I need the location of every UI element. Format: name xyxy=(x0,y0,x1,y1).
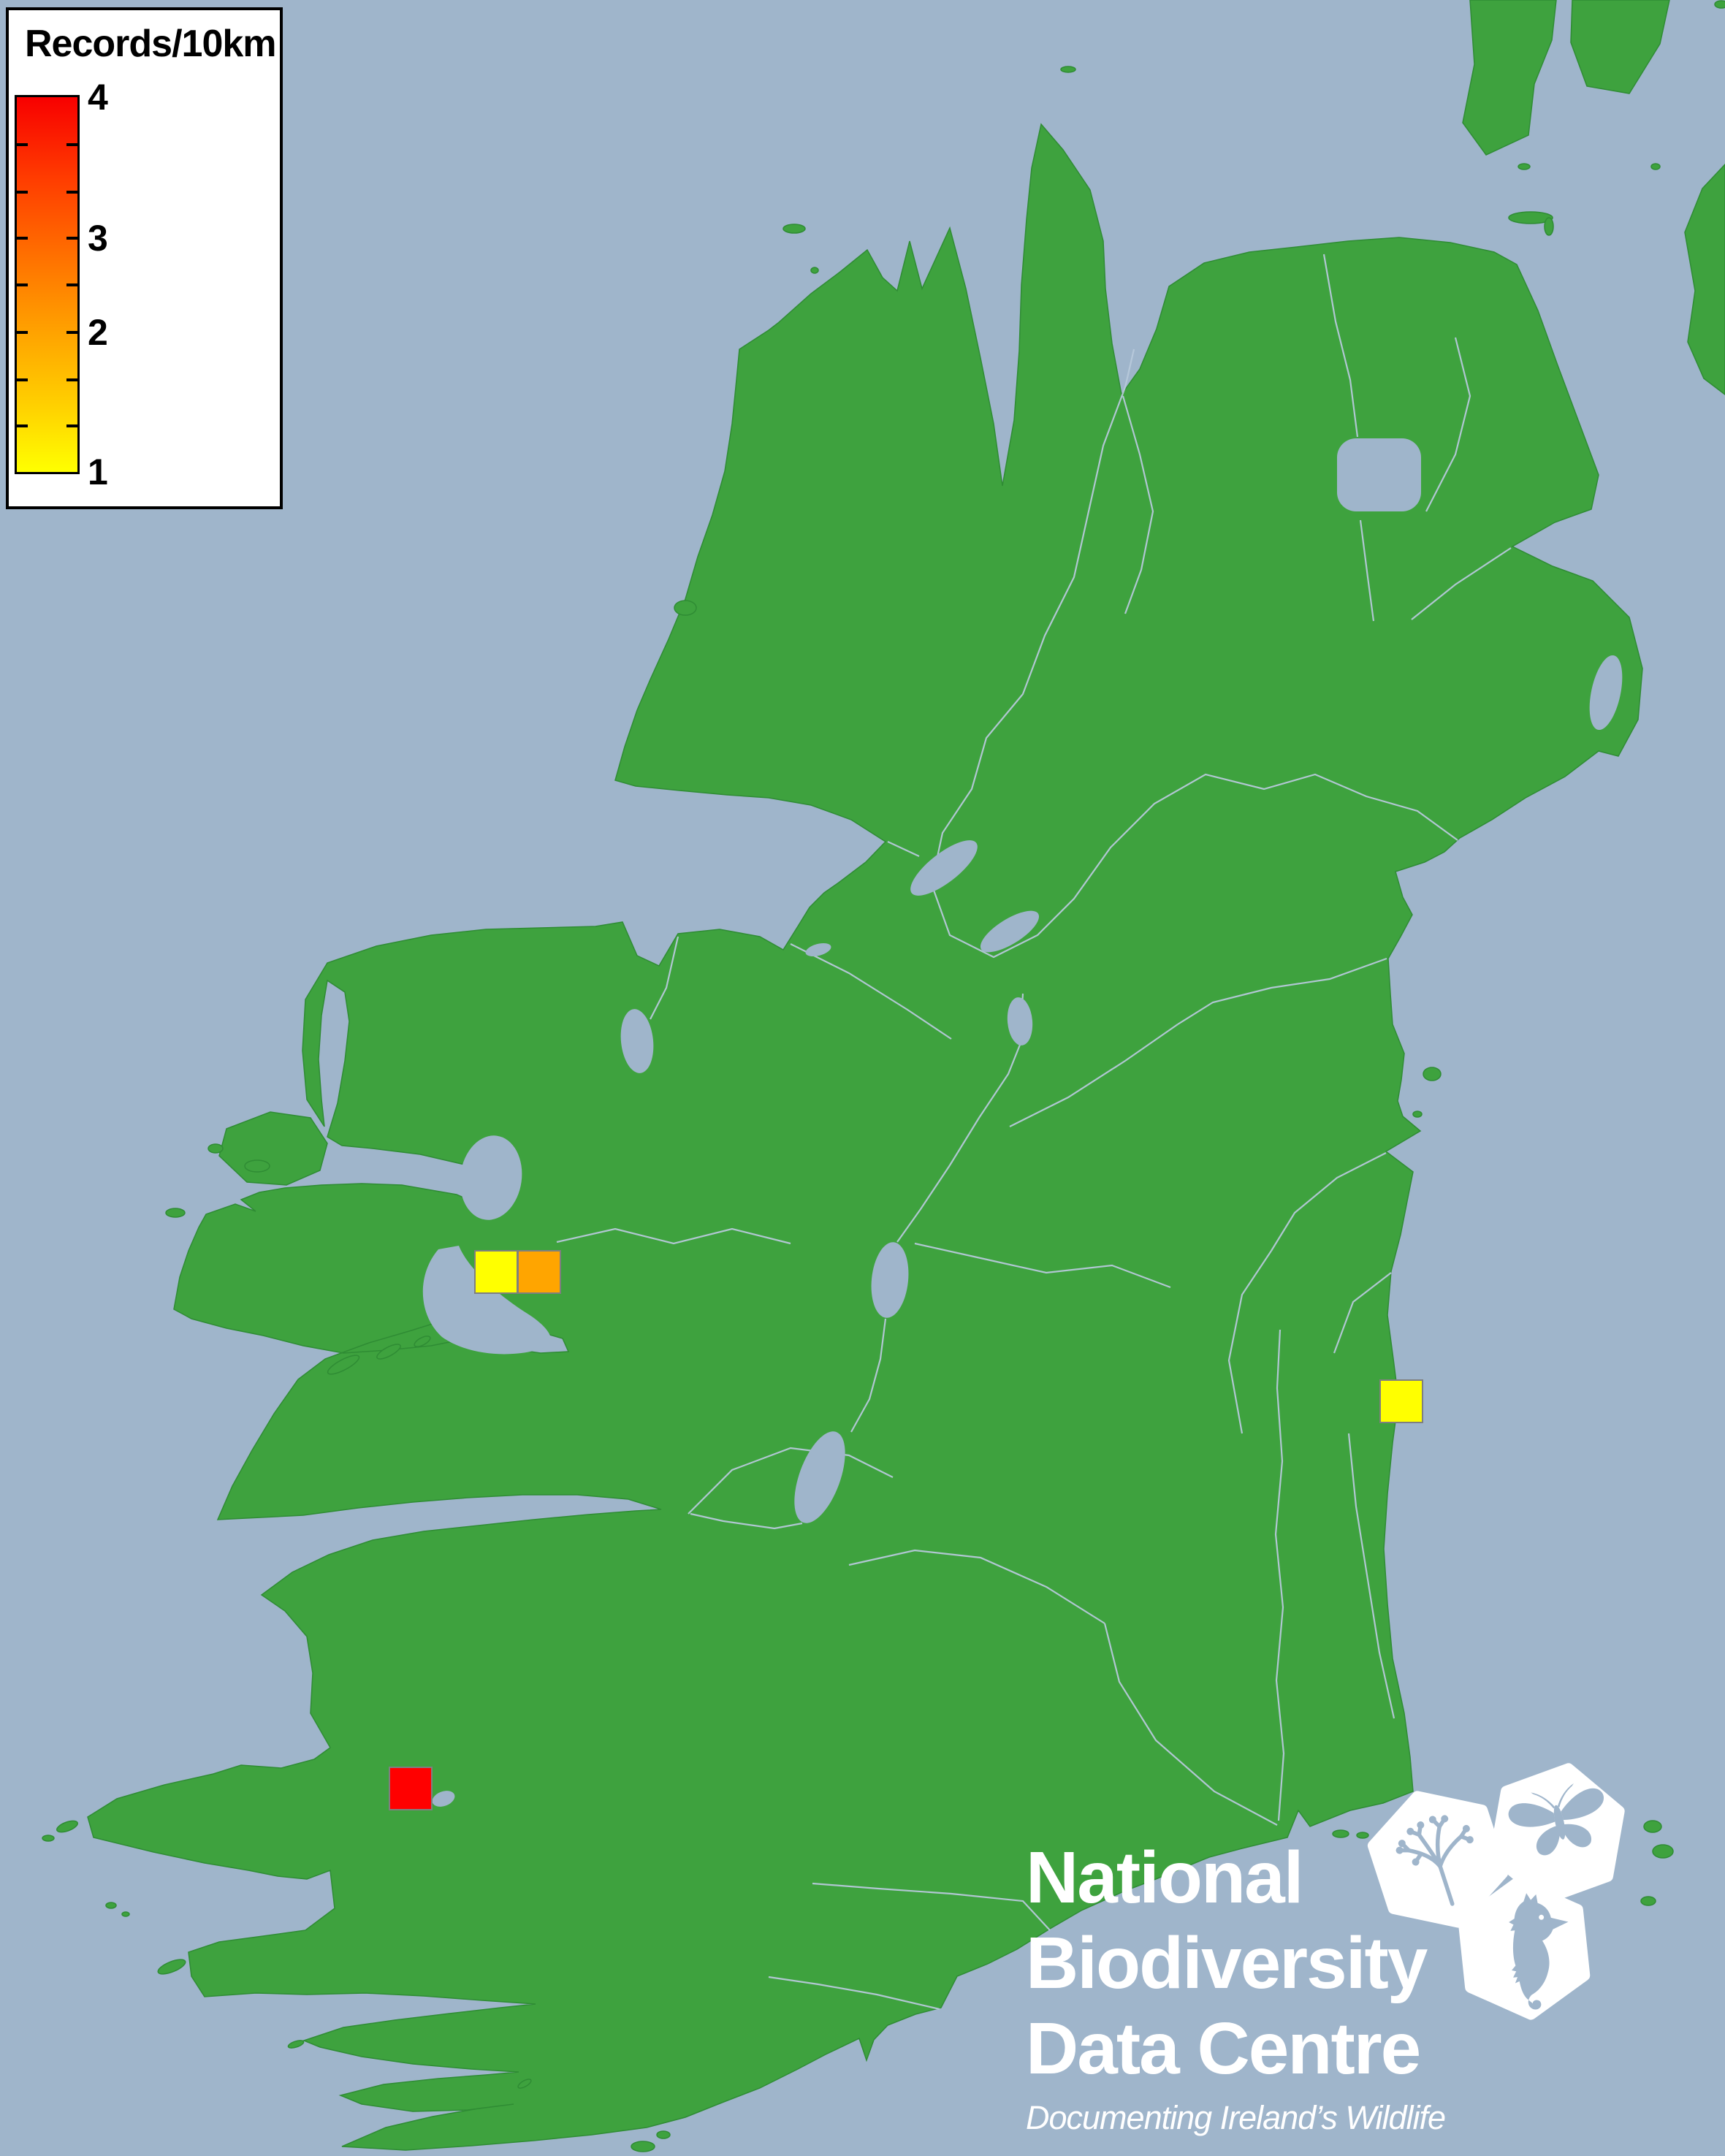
legend-title: Records/10km xyxy=(25,23,277,65)
record-cell-cell-cong-east xyxy=(517,1250,561,1294)
logo-line-3: Data Centre xyxy=(1026,2008,1421,2090)
legend-panel: Records/10km 4 3 2 1 xyxy=(6,7,283,509)
legend-tick xyxy=(66,330,77,334)
legend-tick xyxy=(66,237,77,240)
lough-neagh xyxy=(1337,438,1421,511)
seahorse-hexagon-icon xyxy=(1458,1877,1591,2020)
legend-tick xyxy=(17,237,28,240)
legend-tick xyxy=(66,191,77,194)
record-cell-cell-killarney xyxy=(389,1767,433,1810)
legend-tick xyxy=(66,424,77,427)
legend-tick xyxy=(17,191,28,194)
legend-tick xyxy=(66,378,77,381)
record-cell-cell-wicklow xyxy=(1379,1379,1423,1423)
lough-corrib xyxy=(422,1246,552,1355)
legend-tick xyxy=(66,283,77,286)
record-cells-layer xyxy=(389,1250,1423,1810)
legend-value-label: 2 xyxy=(88,311,108,353)
legend-tick xyxy=(17,424,28,427)
lakes xyxy=(422,438,1623,1807)
legend-tick xyxy=(17,283,28,286)
logo-line-2: Biodiversity xyxy=(1026,1922,1428,2004)
legend-value-label: 1 xyxy=(88,452,108,492)
legend-tick xyxy=(17,143,28,147)
legend-gradient-bar xyxy=(15,95,80,474)
legend-tick xyxy=(17,330,28,334)
record-cell-cell-cong-west xyxy=(474,1250,518,1294)
logo-line-1: National xyxy=(1026,1837,1303,1919)
legend-tick xyxy=(17,378,28,381)
logo-tagline: Documenting Ireland’s Wildlife xyxy=(1026,2099,1446,2136)
logo-hexagons xyxy=(1367,1763,1625,2020)
legend-value-label: 3 xyxy=(88,218,108,259)
legend-value-label: 4 xyxy=(88,77,108,118)
logo: National Biodiversity Data Centre Docume… xyxy=(1026,1835,1446,2137)
legend-tick xyxy=(66,143,77,147)
